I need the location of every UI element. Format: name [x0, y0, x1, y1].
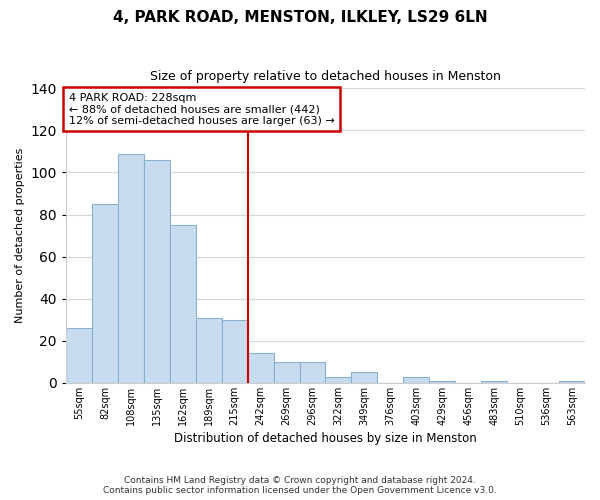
Bar	[170, 225, 196, 383]
Bar	[559, 381, 585, 383]
Y-axis label: Number of detached properties: Number of detached properties	[15, 148, 25, 324]
Bar	[299, 362, 325, 383]
Title: Size of property relative to detached houses in Menston: Size of property relative to detached ho…	[150, 70, 501, 83]
X-axis label: Distribution of detached houses by size in Menston: Distribution of detached houses by size …	[174, 432, 477, 445]
Bar	[248, 354, 274, 383]
Text: 4 PARK ROAD: 228sqm
← 88% of detached houses are smaller (442)
12% of semi-detac: 4 PARK ROAD: 228sqm ← 88% of detached ho…	[68, 92, 334, 126]
Bar	[92, 204, 118, 383]
Bar	[144, 160, 170, 383]
Bar	[403, 376, 429, 383]
Bar	[325, 376, 352, 383]
Bar	[221, 320, 248, 383]
Text: 4, PARK ROAD, MENSTON, ILKLEY, LS29 6LN: 4, PARK ROAD, MENSTON, ILKLEY, LS29 6LN	[113, 10, 487, 25]
Bar	[481, 381, 507, 383]
Bar	[118, 154, 144, 383]
Text: Contains HM Land Registry data © Crown copyright and database right 2024.
Contai: Contains HM Land Registry data © Crown c…	[103, 476, 497, 495]
Bar	[429, 381, 455, 383]
Bar	[196, 318, 221, 383]
Bar	[66, 328, 92, 383]
Bar	[274, 362, 299, 383]
Bar	[352, 372, 377, 383]
